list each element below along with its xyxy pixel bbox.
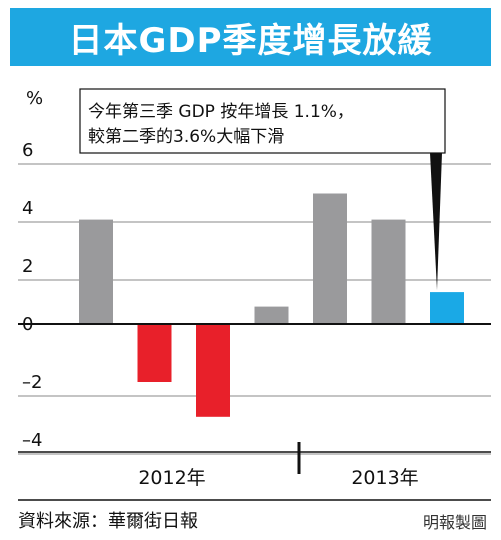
y-tick-labels: 6420–2–4 — [22, 140, 42, 451]
y-tick-label: –4 — [22, 430, 42, 451]
chart-title: 日本GDP季度增長放緩 — [10, 8, 491, 66]
bar-2 — [137, 324, 172, 382]
annotation-box — [79, 88, 446, 154]
y-tick-label: 2 — [22, 256, 33, 277]
bar-4 — [254, 306, 289, 324]
bar-1 — [79, 219, 113, 324]
bar-7 — [430, 292, 464, 324]
year-label-2013: 2013年 — [351, 467, 418, 489]
source-note: 資料來源：華爾街日報 — [18, 511, 198, 532]
annotation-pointer — [430, 153, 442, 290]
bar-3 — [196, 324, 230, 417]
y-tick-label: –2 — [22, 372, 42, 393]
annotation-line-1: 今年第三季 GDP 按年增長 1.1%， — [88, 102, 354, 122]
gridlines — [18, 163, 491, 455]
annotation-line-2: 較第二季的3.6%大幅下滑 — [88, 127, 284, 147]
y-tick-label: 4 — [22, 198, 33, 219]
year-label-2012: 2012年 — [138, 467, 205, 489]
bar-5 — [313, 193, 347, 324]
credit-note: 明報製圖 — [422, 513, 487, 532]
bar-6 — [371, 219, 406, 324]
y-tick-label: 6 — [22, 140, 33, 161]
y-unit-label: % — [26, 88, 43, 109]
bars — [79, 193, 464, 417]
